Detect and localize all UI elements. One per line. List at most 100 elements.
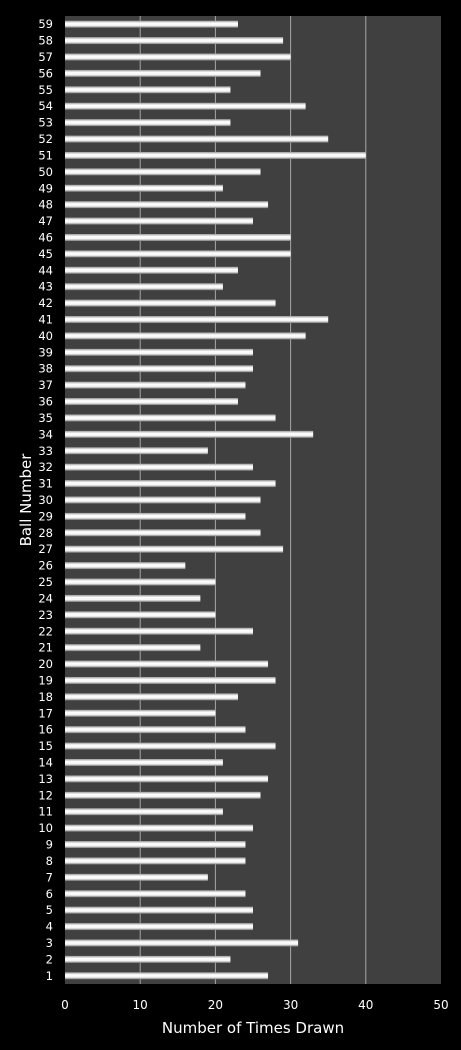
x-tick-labels: 0 10 20 30 40 50	[61, 998, 448, 1012]
y-tick-label: 52	[38, 132, 53, 146]
bar-57	[65, 54, 291, 61]
y-tick-label: 18	[38, 690, 53, 704]
y-tick-label: 27	[38, 542, 53, 556]
x-axis-label: Number of Times Drawn	[162, 1019, 344, 1037]
y-tick-label: 41	[38, 313, 53, 327]
bar-56	[65, 70, 261, 77]
y-tick-label: 7	[46, 870, 53, 884]
bar-17	[65, 710, 215, 717]
bar-45	[65, 250, 291, 257]
bar-33	[65, 447, 208, 454]
y-tick-label: 4	[46, 920, 53, 934]
bar-52	[65, 136, 328, 143]
y-tick-label: 38	[38, 362, 53, 376]
bar-31	[65, 480, 276, 487]
bar-7	[65, 874, 208, 881]
bar-19	[65, 677, 276, 684]
bar-10	[65, 825, 253, 832]
bar-2	[65, 956, 230, 963]
y-tick-label: 13	[38, 772, 53, 786]
bar-42	[65, 300, 276, 307]
y-tick-label: 48	[38, 198, 53, 212]
bar-15	[65, 743, 276, 750]
bar-38	[65, 365, 253, 372]
y-tick-label: 17	[38, 706, 53, 720]
bar-40	[65, 332, 306, 339]
y-tick-label: 11	[38, 805, 53, 819]
y-tick-label: 31	[38, 477, 53, 491]
x-tick-label: 30	[283, 998, 298, 1012]
bar-58	[65, 37, 283, 44]
bar-39	[65, 349, 253, 356]
y-tick-label: 3	[46, 936, 53, 950]
bar-25	[65, 579, 215, 586]
bar-29	[65, 513, 245, 520]
y-axis-label: Ball Number	[17, 453, 35, 547]
bar-46	[65, 234, 291, 241]
bar-5	[65, 907, 253, 914]
y-tick-label: 39	[38, 345, 53, 359]
bar-32	[65, 464, 253, 471]
y-tick-label: 12	[38, 788, 53, 802]
y-tick-label: 29	[38, 509, 53, 523]
y-tick-label: 36	[38, 395, 53, 409]
x-tick-label: 0	[61, 998, 69, 1012]
bar-3	[65, 939, 298, 946]
y-tick-label: 10	[38, 821, 53, 835]
y-tick-label: 59	[38, 17, 53, 31]
bar-9	[65, 841, 245, 848]
y-tick-label: 19	[38, 673, 53, 687]
y-tick-label: 55	[38, 83, 53, 97]
bar-6	[65, 890, 245, 897]
bar-22	[65, 628, 253, 635]
y-tick-label: 54	[38, 99, 53, 113]
y-tick-labels: 1234567891011121314151617181920212223242…	[38, 17, 53, 983]
bar-23	[65, 611, 215, 618]
bar-59	[65, 21, 238, 28]
y-tick-label: 22	[38, 624, 53, 638]
y-tick-label: 20	[38, 657, 53, 671]
y-tick-label: 23	[38, 608, 53, 622]
bar-11	[65, 808, 223, 815]
y-tick-label: 44	[38, 263, 53, 277]
y-tick-label: 32	[38, 460, 53, 474]
y-tick-label: 16	[38, 723, 53, 737]
y-tick-label: 56	[38, 66, 53, 80]
bar-41	[65, 316, 328, 323]
bar-54	[65, 103, 306, 110]
y-tick-label: 15	[38, 739, 53, 753]
y-tick-label: 43	[38, 280, 53, 294]
y-tick-label: 21	[38, 641, 53, 655]
y-tick-label: 1	[46, 969, 53, 983]
y-tick-label: 34	[38, 427, 53, 441]
y-tick-label: 58	[38, 34, 53, 48]
bar-28	[65, 529, 261, 536]
bar-16	[65, 726, 245, 733]
bar-21	[65, 644, 200, 651]
y-tick-label: 42	[38, 296, 53, 310]
y-tick-label: 28	[38, 526, 53, 540]
y-tick-label: 2	[46, 952, 53, 966]
bar-14	[65, 759, 223, 766]
y-tick-label: 37	[38, 378, 53, 392]
bar-36	[65, 398, 238, 405]
y-tick-label: 5	[46, 903, 53, 917]
bar-4	[65, 923, 253, 930]
y-tick-label: 51	[38, 148, 53, 162]
bar-26	[65, 562, 185, 569]
bar-1	[65, 972, 268, 979]
y-tick-label: 33	[38, 444, 53, 458]
bar-44	[65, 267, 238, 274]
bar-34	[65, 431, 313, 438]
y-tick-label: 47	[38, 214, 53, 228]
x-tick-label: 40	[358, 998, 373, 1012]
bar-50	[65, 168, 261, 175]
bar-53	[65, 119, 230, 126]
bar-37	[65, 382, 245, 389]
bar-55	[65, 86, 230, 93]
bar-35	[65, 414, 276, 421]
bar-13	[65, 775, 268, 782]
y-tick-label: 26	[38, 559, 53, 573]
y-tick-label: 30	[38, 493, 53, 507]
